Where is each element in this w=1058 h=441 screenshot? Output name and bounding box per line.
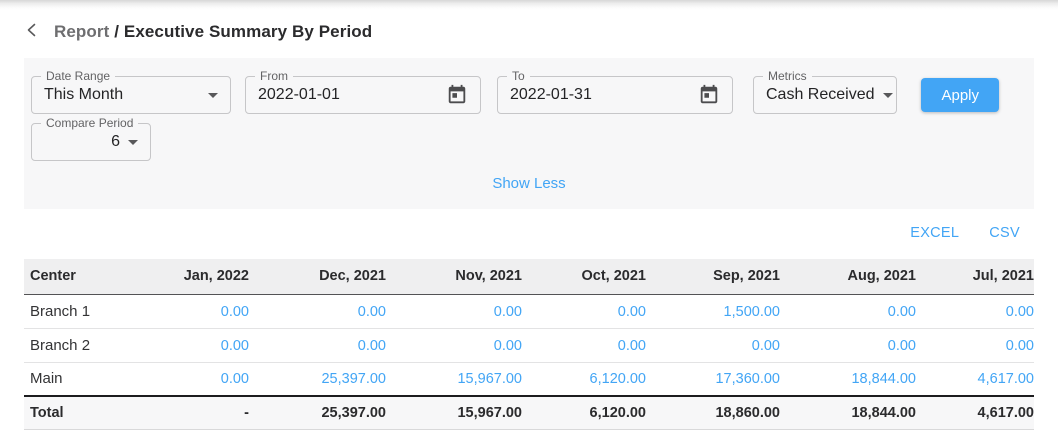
total-label: Total — [24, 396, 155, 430]
export-row: EXCEL CSV — [0, 224, 1020, 242]
value-link[interactable]: 15,967.00 — [457, 371, 522, 388]
date-range-label: Date Range — [41, 69, 116, 83]
toolbar-shadow — [0, 0, 1058, 10]
value-link[interactable]: 0.00 — [617, 337, 646, 354]
caret-down-icon — [208, 92, 218, 98]
metrics-value: Cash Received — [766, 86, 875, 103]
total-value: 18,844.00 — [780, 396, 916, 430]
value-link[interactable]: 0.00 — [1005, 337, 1034, 354]
value-link[interactable]: 0.00 — [493, 337, 522, 354]
center-name: Branch 2 — [24, 328, 155, 363]
table-header-row: Center Jan, 2022 Dec, 2021 Nov, 2021 Oct… — [24, 259, 1034, 295]
caret-down-icon — [128, 139, 138, 145]
value-link[interactable]: 0.00 — [220, 303, 249, 320]
compare-period-select[interactable]: Compare Period 6 — [31, 116, 151, 161]
table-header: Center Jan, 2022 Dec, 2021 Nov, 2021 Oct… — [24, 259, 1034, 295]
center-name: Branch 1 — [24, 294, 155, 329]
value-link[interactable]: 0.00 — [751, 337, 780, 354]
table-row: Main 0.00 25,397.00 15,967.00 6,120.00 1… — [24, 362, 1034, 397]
column-header-nov-2021: Nov, 2021 — [386, 259, 522, 295]
table-row: Branch 2 0.00 0.00 0.00 0.00 0.00 0.00 0… — [24, 328, 1034, 363]
page-header: Report / Executive Summary By Period — [0, 10, 1058, 54]
show-less-link[interactable]: Show Less — [492, 175, 566, 192]
date-range-select[interactable]: Date Range This Month — [31, 69, 231, 114]
total-row: Total - 25,397.00 15,967.00 6,120.00 18,… — [24, 396, 1034, 430]
excel-export-link[interactable]: EXCEL — [910, 225, 960, 241]
column-header-jul-2021: Jul, 2021 — [916, 259, 1034, 295]
column-header-center: Center — [24, 259, 155, 295]
center-name: Main — [24, 362, 155, 397]
total-value: 25,397.00 — [249, 396, 386, 430]
metrics-label: Metrics — [763, 69, 812, 83]
report-table: Center Jan, 2022 Dec, 2021 Nov, 2021 Oct… — [24, 259, 1034, 430]
value-link[interactable]: 0.00 — [493, 303, 522, 320]
breadcrumb: Report / Executive Summary By Period — [54, 22, 372, 42]
value-link[interactable]: 0.00 — [887, 337, 916, 354]
from-date-field[interactable]: From 2022-01-01 — [245, 69, 481, 114]
value-link[interactable]: 18,844.00 — [851, 371, 916, 388]
from-label: From — [255, 69, 293, 83]
show-less-row: Show Less — [31, 175, 1027, 199]
value-link[interactable]: 0.00 — [220, 371, 249, 388]
table-body: Branch 1 0.00 0.00 0.00 0.00 1,500.00 0.… — [24, 294, 1034, 397]
column-header-dec-2021: Dec, 2021 — [249, 259, 386, 295]
value-link[interactable]: 0.00 — [1005, 303, 1034, 320]
chevron-left-icon — [24, 22, 40, 43]
total-value: 15,967.00 — [386, 396, 522, 430]
filter-row-2: Compare Period 6 — [31, 114, 1027, 161]
apply-button[interactable]: Apply — [921, 78, 999, 112]
calendar-icon[interactable] — [698, 84, 720, 106]
value-link[interactable]: 4,617.00 — [977, 371, 1034, 388]
table-row: Branch 1 0.00 0.00 0.00 0.00 1,500.00 0.… — [24, 294, 1034, 329]
from-value: 2022-01-01 — [258, 86, 340, 103]
value-link[interactable]: 0.00 — [887, 303, 916, 320]
caret-down-icon — [882, 92, 893, 98]
to-value: 2022-01-31 — [510, 86, 592, 103]
total-value: 18,860.00 — [646, 396, 780, 430]
value-link[interactable]: 0.00 — [617, 303, 646, 320]
value-link[interactable]: 0.00 — [357, 303, 386, 320]
value-link[interactable]: 0.00 — [220, 337, 249, 354]
back-button[interactable] — [22, 22, 42, 42]
filter-panel: Date Range This Month From 2022-01-01 To… — [24, 58, 1034, 209]
breadcrumb-report[interactable]: Report — [54, 22, 110, 41]
metrics-select[interactable]: Metrics Cash Received — [753, 69, 897, 114]
value-link[interactable]: 25,397.00 — [321, 371, 386, 388]
compare-period-value: 6 — [111, 133, 120, 150]
to-date-field[interactable]: To 2022-01-31 — [497, 69, 733, 114]
value-link[interactable]: 1,500.00 — [723, 303, 780, 320]
breadcrumb-separator: / — [114, 22, 120, 41]
calendar-icon[interactable] — [446, 84, 468, 106]
value-link[interactable]: 0.00 — [357, 337, 386, 354]
column-header-jan-2022: Jan, 2022 — [155, 259, 249, 295]
date-range-value: This Month — [44, 86, 124, 103]
total-value: 4,617.00 — [916, 396, 1034, 430]
column-header-aug-2021: Aug, 2021 — [780, 259, 916, 295]
value-link[interactable]: 17,360.00 — [715, 371, 780, 388]
compare-period-label: Compare Period — [41, 116, 139, 130]
table-footer: Total - 25,397.00 15,967.00 6,120.00 18,… — [24, 396, 1034, 430]
value-link[interactable]: 6,120.00 — [589, 371, 646, 388]
total-value: 6,120.00 — [522, 396, 646, 430]
column-header-oct-2021: Oct, 2021 — [522, 259, 646, 295]
page-title: Executive Summary By Period — [123, 22, 373, 41]
filter-row-1: Date Range This Month From 2022-01-01 To… — [31, 69, 1027, 114]
total-value: - — [155, 396, 249, 430]
csv-export-link[interactable]: CSV — [989, 225, 1020, 241]
column-header-sep-2021: Sep, 2021 — [646, 259, 780, 295]
to-label: To — [507, 69, 530, 83]
